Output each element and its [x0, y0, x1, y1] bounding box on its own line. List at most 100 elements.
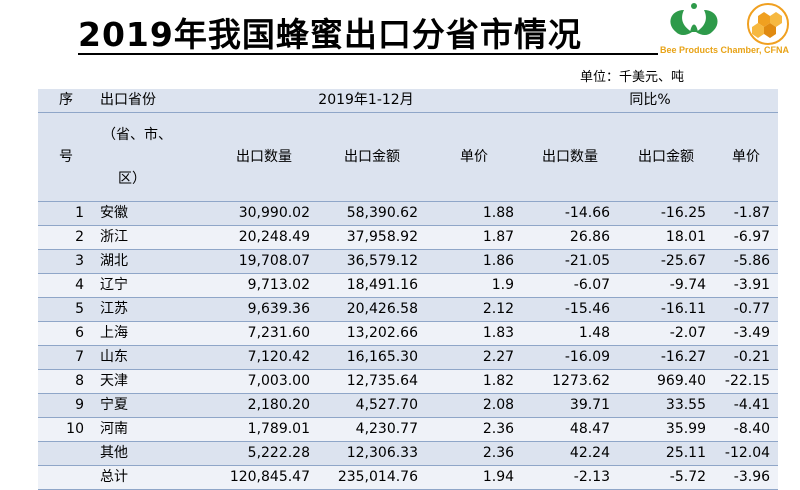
row-seq: 8 [38, 369, 94, 394]
row-price: 2.27 [426, 345, 523, 370]
row-yoy-qty: -6.07 [522, 273, 619, 298]
row-yoy-qty: 26.86 [522, 225, 619, 250]
header-seq-bottom: 号 [38, 112, 94, 202]
row-seq [38, 465, 94, 490]
row-qty: 120,845.47 [210, 465, 318, 490]
table-row: 4 辽宁 9,713.02 18,491.16 1.9 -6.07 -9.74 -3.91 [38, 273, 779, 298]
row-amount: 36,579.12 [318, 249, 426, 274]
row-amount: 18,491.16 [318, 273, 426, 298]
row-yoy-price: -0.21 [714, 345, 779, 370]
header-seq-top: 序 [38, 89, 94, 113]
row-yoy-price: -3.49 [714, 321, 779, 346]
page-title: 2019年我国蜂蜜出口分省市情况 [78, 15, 582, 54]
row-yoy-price: -22.15 [714, 369, 779, 394]
table-row: 5 江苏 9,639.36 20,426.58 2.12 -15.46 -16.11 -0.7… [38, 297, 779, 322]
row-yoy-qty: 39.71 [522, 393, 619, 418]
header-yoy-amount: 出口金额 [618, 112, 715, 202]
row-amount: 4,230.77 [318, 417, 426, 442]
row-yoy-qty: 42.24 [522, 441, 619, 466]
row-yoy-amount: -16.11 [618, 297, 715, 322]
row-yoy-amount: -9.74 [618, 273, 715, 298]
row-yoy-qty: 1273.62 [522, 369, 619, 394]
row-seq: 10 [38, 417, 94, 442]
row-yoy-price: -0.77 [714, 297, 779, 322]
row-seq: 1 [38, 201, 94, 226]
row-yoy-qty: 1.48 [522, 321, 619, 346]
row-qty: 30,990.02 [210, 201, 318, 226]
header-yoy-price: 单价 [714, 112, 779, 202]
header-row-1: 序 出口省份 2019年1-12月 同比% [38, 89, 779, 113]
row-province: 上海 [94, 321, 210, 346]
row-seq: 9 [38, 393, 94, 418]
row-yoy-qty: -14.66 [522, 201, 619, 226]
row-yoy-qty: -16.09 [522, 345, 619, 370]
row-yoy-qty: -21.05 [522, 249, 619, 274]
honeycomb-logo-icon [747, 3, 789, 45]
header-price: 单价 [426, 112, 523, 202]
row-yoy-amount: -5.72 [618, 465, 715, 490]
row-yoy-amount: 33.55 [618, 393, 715, 418]
row-price: 1.86 [426, 249, 523, 274]
row-qty: 7,231.60 [210, 321, 318, 346]
table-row: 9 宁夏 2,180.20 4,527.70 2.08 39.71 33.55 -4.41 [38, 393, 779, 418]
row-qty: 7,003.00 [210, 369, 318, 394]
row-price: 2.36 [426, 441, 523, 466]
row-price: 1.87 [426, 225, 523, 250]
row-province: 江苏 [94, 297, 210, 322]
row-qty: 20,248.49 [210, 225, 318, 250]
table-row: 6 上海 7,231.60 13,202.66 1.83 1.48 -2.07 -3.49 [38, 321, 779, 346]
export-table: 序 出口省份 2019年1-12月 同比% 号 （省、市、 区） 出口数量 出口… [38, 89, 779, 490]
row-price: 1.83 [426, 321, 523, 346]
row-province: 辽宁 [94, 273, 210, 298]
row-yoy-price: -3.96 [714, 465, 779, 490]
table-row: 2 浙江 20,248.49 37,958.92 1.87 26.86 18.01 -6.97 [38, 225, 779, 250]
row-yoy-qty: 48.47 [522, 417, 619, 442]
row-seq [38, 441, 94, 466]
row-province: 湖北 [94, 249, 210, 274]
row-qty: 2,180.20 [210, 393, 318, 418]
row-qty: 7,120.42 [210, 345, 318, 370]
row-price: 1.9 [426, 273, 523, 298]
header-qty: 出口数量 [210, 112, 318, 202]
row-province: 安徽 [94, 201, 210, 226]
row-province: 天津 [94, 369, 210, 394]
row-yoy-price: -1.87 [714, 201, 779, 226]
row-province: 总计 [94, 465, 210, 490]
row-amount: 4,527.70 [318, 393, 426, 418]
row-price: 1.94 [426, 465, 523, 490]
table-row: 8 天津 7,003.00 12,735.64 1.82 1273.62 969.40 -22… [38, 369, 779, 394]
row-price: 2.12 [426, 297, 523, 322]
row-yoy-amount: -25.67 [618, 249, 715, 274]
row-yoy-price: -4.41 [714, 393, 779, 418]
header-row-2: 号 （省、市、 区） 出口数量 出口金额 单价 出口数量 出口金额 单价 [38, 112, 779, 202]
header-yoy: 同比% [522, 89, 779, 113]
header-province-sub-1: （省、市、 [102, 127, 172, 143]
table-row: 总计 120,845.47 235,014.76 1.94 -2.13 -5.72 -3.9… [38, 465, 779, 490]
row-seq: 6 [38, 321, 94, 346]
row-yoy-price: -8.40 [714, 417, 779, 442]
row-yoy-amount: 35.99 [618, 417, 715, 442]
row-province: 浙江 [94, 225, 210, 250]
table-row: 7 山东 7,120.42 16,165.30 2.27 -16.09 -16.27 -0.2… [38, 345, 779, 370]
header-yoy-qty: 出口数量 [522, 112, 619, 202]
row-province: 山东 [94, 345, 210, 370]
row-price: 1.82 [426, 369, 523, 394]
row-qty: 9,713.02 [210, 273, 318, 298]
row-yoy-price: -12.04 [714, 441, 779, 466]
row-province: 其他 [94, 441, 210, 466]
title-underline [78, 53, 658, 55]
row-yoy-amount: 18.01 [618, 225, 715, 250]
row-price: 2.36 [426, 417, 523, 442]
row-province: 宁夏 [94, 393, 210, 418]
row-seq: 2 [38, 225, 94, 250]
row-amount: 13,202.66 [318, 321, 426, 346]
row-amount: 12,306.33 [318, 441, 426, 466]
row-price: 2.08 [426, 393, 523, 418]
row-qty: 9,639.36 [210, 297, 318, 322]
row-amount: 20,426.58 [318, 297, 426, 322]
logo-caption: Bee Products Chamber, CFNA [660, 45, 790, 55]
row-yoy-price: -3.91 [714, 273, 779, 298]
row-amount: 16,165.30 [318, 345, 426, 370]
header-period: 2019年1-12月 [210, 89, 523, 113]
table-row: 1 安徽 30,990.02 58,390.62 1.88 -14.66 -16.25 -1.… [38, 201, 779, 226]
